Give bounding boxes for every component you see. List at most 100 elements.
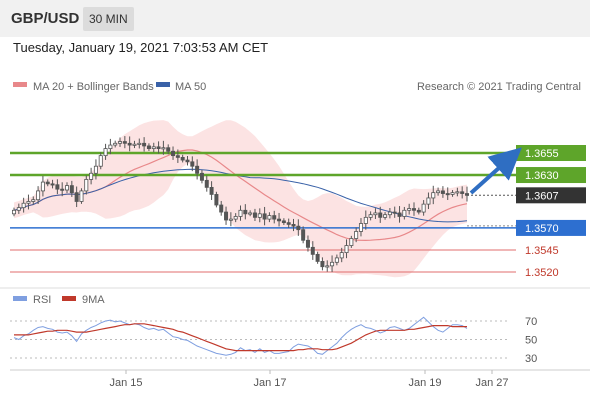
- candle-body: [281, 220, 286, 224]
- candle-body: [455, 191, 460, 194]
- candle-body: [108, 144, 113, 149]
- candle-body: [60, 188, 65, 191]
- candle-body: [45, 181, 50, 185]
- candle-body: [185, 159, 190, 163]
- candle-body: [21, 202, 26, 209]
- rsi-ma-legend-label: 9MA: [82, 294, 105, 306]
- header-bar: GBP/USD 30 MIN: [0, 0, 590, 37]
- research-credit: Research © 2021 Trading Central: [417, 81, 581, 93]
- ma20-legend-label: MA 20 + Bollinger Bands: [33, 81, 154, 93]
- candle-body: [132, 143, 137, 146]
- candle-body: [243, 209, 248, 215]
- ma50-legend-swatch: [156, 82, 170, 87]
- level-label-box: [516, 145, 586, 161]
- candle-body: [142, 142, 147, 147]
- candle-body: [272, 215, 277, 220]
- candle-body: [69, 185, 74, 194]
- level-label: 1.3655: [525, 148, 559, 160]
- candle-body: [113, 142, 118, 146]
- candle-body: [199, 172, 204, 181]
- current-price-box: [516, 187, 586, 204]
- candle-body: [16, 207, 21, 211]
- candle-body: [118, 141, 123, 144]
- candle-body: [305, 239, 310, 248]
- candle-body: [368, 214, 373, 218]
- candle-body: [175, 155, 180, 158]
- candle-body: [407, 208, 412, 211]
- candle-body: [440, 190, 445, 194]
- candle-body: [349, 238, 354, 246]
- candle-body: [233, 216, 238, 220]
- candle-body: [257, 213, 262, 218]
- candle-body: [310, 246, 315, 255]
- x-tick-label: Jan 17: [253, 377, 286, 389]
- candle-body: [334, 257, 339, 263]
- candle-body: [156, 146, 161, 149]
- candle-body: [122, 141, 127, 144]
- candle-body: [277, 218, 282, 222]
- candle-body: [137, 142, 142, 145]
- candle-body: [209, 186, 214, 195]
- candle-body: [84, 179, 89, 192]
- candle-body: [330, 261, 335, 267]
- candle-body: [79, 190, 84, 202]
- ma20-legend-swatch: [13, 82, 27, 87]
- candle-body: [31, 199, 36, 202]
- candle-body: [36, 190, 41, 201]
- x-axis: Jan 15 Jan 17 Jan 19 Jan 27: [109, 370, 509, 389]
- candle-body: [190, 161, 195, 167]
- candle-body: [426, 197, 431, 205]
- timeframe-button[interactable]: 30 MIN: [83, 7, 134, 31]
- candle-body: [195, 165, 200, 174]
- candle-body: [416, 209, 421, 213]
- candle-body: [445, 193, 450, 196]
- candle-body: [397, 212, 402, 217]
- candle-body: [161, 147, 166, 150]
- candle-body: [354, 231, 359, 239]
- candle-body: [166, 147, 171, 152]
- level-label: 1.3630: [525, 170, 559, 182]
- candle-body: [171, 150, 176, 157]
- candle-body: [344, 245, 349, 254]
- candle-body: [204, 179, 209, 188]
- candle-body: [392, 211, 397, 214]
- x-tick-label: Jan 27: [475, 377, 508, 389]
- candle-body: [378, 212, 383, 218]
- candle-body: [315, 253, 320, 262]
- candle-body: [228, 218, 233, 221]
- candle-body: [460, 191, 465, 194]
- candle-body: [421, 203, 426, 213]
- candle-body: [339, 252, 344, 259]
- candle-body: [55, 184, 60, 190]
- candle-body: [93, 165, 98, 174]
- candle-body: [373, 212, 378, 216]
- rsi-tick-label: 50: [525, 335, 537, 347]
- candle-body: [450, 192, 455, 195]
- current-price-label: 1.3607: [525, 190, 559, 202]
- candle-body: [262, 213, 267, 220]
- candle-body: [180, 157, 185, 161]
- candle-body: [431, 192, 436, 199]
- bollinger-band-area: [14, 120, 467, 278]
- candle-body: [238, 209, 243, 217]
- rsi-line: [13, 316, 468, 356]
- candle-body: [74, 192, 79, 202]
- candle-body: [296, 225, 301, 231]
- level-label: 1.3545: [525, 245, 559, 257]
- candle-body: [89, 172, 94, 180]
- candle-body: [436, 190, 441, 194]
- candle-body: [325, 265, 330, 268]
- level-label: 1.3520: [525, 267, 559, 279]
- level-labels: 1.3655 1.3630 1.3570 1.3545 1.3520 1.3607: [467, 145, 586, 279]
- candle-body: [358, 223, 363, 232]
- rsi-ma-legend-swatch: [62, 296, 76, 301]
- candle-body: [252, 212, 257, 218]
- candle-body: [146, 145, 151, 149]
- level-label-box: [516, 219, 586, 236]
- candle-body: [387, 211, 392, 216]
- candle-body: [320, 261, 325, 268]
- symbol-title: GBP/USD: [11, 10, 80, 27]
- level-label-box: [516, 167, 586, 184]
- rsi-panel: 70 50 30: [10, 316, 537, 365]
